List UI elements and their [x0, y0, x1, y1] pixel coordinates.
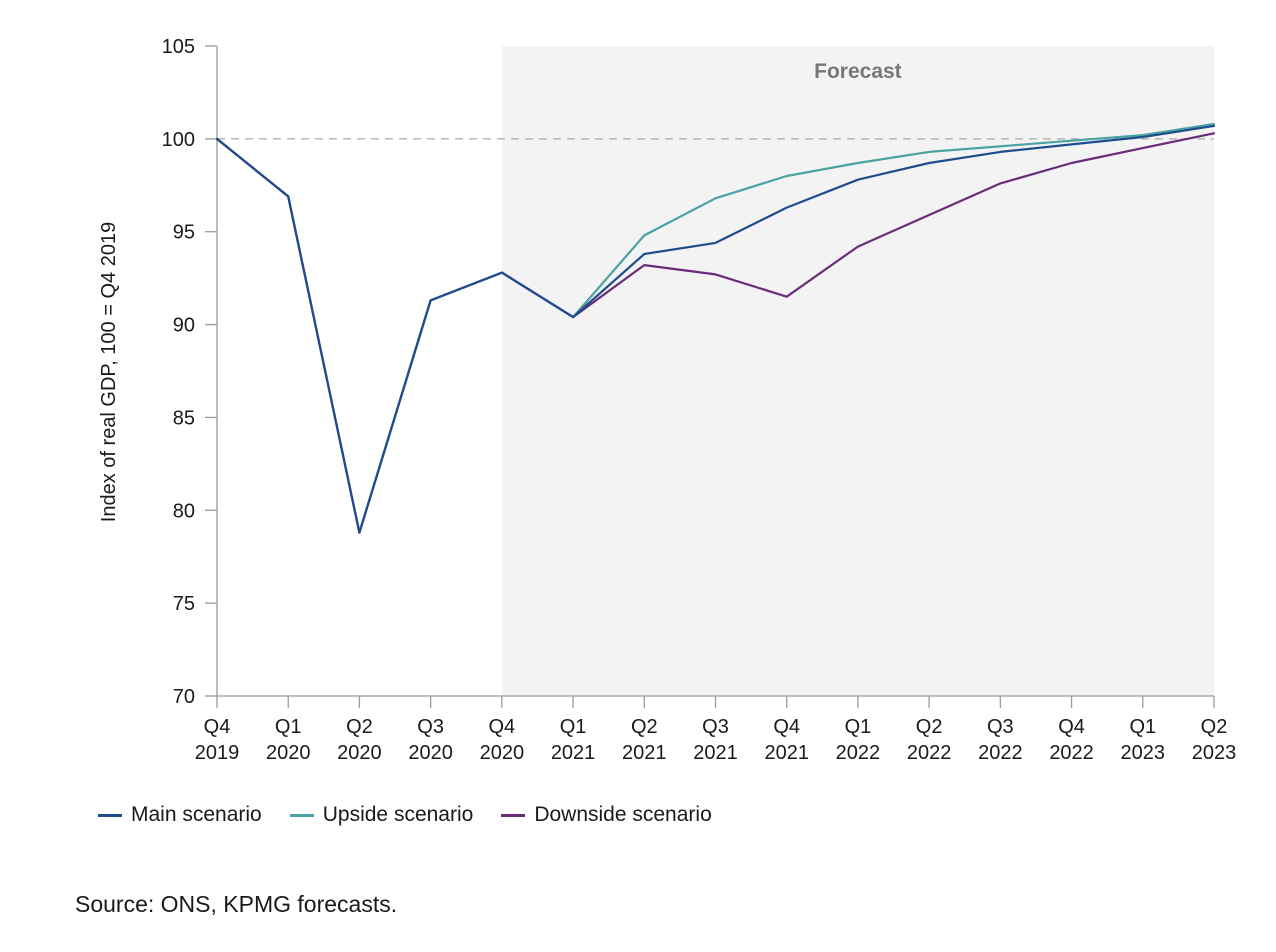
y-tick-label: 95: [173, 222, 195, 244]
gdp-line-chart: Forecast 70 75 80 85 90 95 100 105 Q4 2019 Q1 2020 Q…: [98, 36, 1237, 764]
x-tick-label: Q4 2021: [764, 716, 809, 764]
y-tick-label: 80: [173, 500, 195, 522]
x-tick-label: Q2 2020: [337, 716, 382, 764]
x-tick-label: Q3 2020: [408, 716, 453, 764]
y-axis-label: Index of real GDP, 100 = Q4 2019: [98, 222, 120, 522]
legend-item-upside: Upside scenario: [289, 803, 474, 827]
x-tick-label: Q1 2023: [1121, 716, 1166, 764]
legend-label-main: Main scenario: [131, 803, 262, 826]
source-note: Source: ONS, KPMG forecasts.: [75, 891, 398, 917]
legend-label-downside: Downside scenario: [534, 803, 712, 826]
y-tick-label: 90: [173, 315, 195, 337]
legend: Main scenario Upside scenario Downside s…: [98, 803, 740, 827]
x-tick-label: Q4 2019: [195, 716, 240, 764]
series-line-main-scenario: [215, 124, 1216, 534]
legend-label-upside: Upside scenario: [322, 803, 474, 826]
x-tick-label: Q3 2022: [978, 716, 1023, 764]
forecast-region: [501, 46, 1214, 696]
x-tick-label: Q3 2021: [693, 716, 738, 764]
x-tick-label: Q1 2022: [836, 716, 881, 764]
y-tick-label: 70: [173, 686, 195, 708]
series-lines: [215, 122, 1216, 534]
y-tick-label: 105: [162, 36, 195, 58]
y-tick-label: 100: [162, 129, 195, 151]
x-tick-label: Q1 2020: [266, 716, 311, 764]
x-tick-label: Q4 2020: [480, 716, 525, 764]
legend-item-downside: Downside scenario: [501, 803, 712, 827]
legend-item-main: Main scenario: [98, 803, 262, 827]
x-tick-label: Q2 2023: [1192, 716, 1237, 764]
legend-swatch-upside: [289, 813, 314, 817]
x-tick-label: Q2 2022: [907, 716, 952, 764]
legend-swatch-main: [98, 813, 122, 817]
legend-swatch-downside: [501, 813, 526, 817]
y-tick-label: 85: [173, 407, 195, 429]
x-tick-label: Q4 2022: [1049, 716, 1094, 764]
x-tick-label: Q1 2021: [551, 716, 596, 764]
forecast-label: Forecast: [814, 60, 902, 83]
x-tick-label: Q2 2021: [622, 716, 667, 764]
axes: 70 75 80 85 90 95 100 105 Q4 2019 Q1 2020 Q2 2020 Q3 20…: [162, 36, 1237, 764]
y-tick-label: 75: [173, 593, 195, 615]
